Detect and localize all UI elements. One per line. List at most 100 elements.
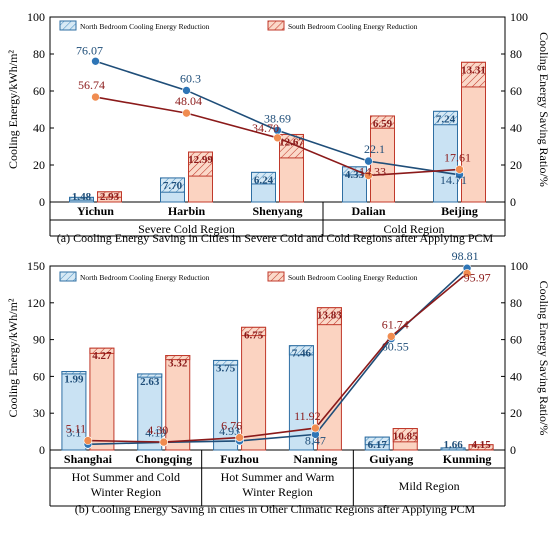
category-label: Nanning	[293, 452, 337, 466]
y2-tick-label: 100	[510, 10, 528, 24]
south-bar	[165, 355, 191, 451]
group-label: Hot Summer and Cold Winter Region	[72, 470, 180, 499]
south-bar-reduction	[165, 355, 191, 361]
y-tick-label: 60	[33, 84, 45, 98]
south-bar-label: 13.31	[461, 64, 486, 76]
north-bar-reduction	[440, 447, 466, 451]
y2-tick-label: 20	[510, 158, 522, 172]
legend-label-south: South Bedroom Cooling Energy Reduction	[288, 273, 418, 282]
ratio-label: 48.04	[175, 94, 202, 108]
y2-tick-label: 100	[510, 259, 528, 273]
ratio-point	[91, 92, 100, 102]
y-tick-label: 0	[39, 195, 45, 209]
north-bar-reduction	[433, 110, 458, 126]
ratio-label: 8.47	[305, 433, 326, 447]
ratio-label: 60.3	[180, 71, 201, 85]
y-tick-label: 100	[27, 10, 45, 24]
legend-label-south: South Bedroom Cooling Energy Reduction	[288, 22, 418, 31]
south-bar-reduction	[316, 307, 342, 326]
ratio-point	[91, 56, 100, 66]
ratio-point	[364, 156, 373, 166]
y2-tick-label: 80	[510, 47, 522, 61]
y-tick-label: 90	[33, 333, 45, 347]
y2-tick-label: 60	[510, 84, 522, 98]
south-bar	[89, 347, 115, 451]
north-bar-label: 1.66	[443, 439, 463, 451]
ratio-label: 3.1	[66, 425, 81, 439]
north-bar-reduction	[137, 373, 163, 378]
ratio-label: 76.07	[76, 43, 103, 57]
south-bar-reduction	[392, 428, 418, 443]
legend: North Bedroom Cooling Energy Reduction So…	[59, 271, 418, 282]
y-tick-label: 60	[33, 369, 45, 383]
north-bar-reduction	[160, 177, 185, 193]
legend-label-north: North Bedroom Cooling Energy Reduction	[80, 22, 210, 31]
north-bar-label: 1.48	[72, 191, 92, 203]
ratio-label: 14.71	[440, 173, 467, 187]
group-label: Severe Cold Region	[138, 222, 235, 236]
north-bar-label: 3.75	[216, 362, 236, 374]
y-tick-label: 120	[27, 296, 45, 310]
north-bar-reduction	[364, 436, 390, 446]
y2-axis-title: Cooling Energy Saving Ratio/%	[537, 32, 550, 187]
ratio-point	[455, 165, 464, 174]
group-label: Mild Region	[399, 479, 460, 493]
ratio-point	[83, 436, 93, 445]
chart-caption: (b) Cooling Energy Saving in cities in O…	[75, 502, 476, 516]
y-tick-label: 30	[33, 406, 45, 420]
y-tick-label: 0	[39, 443, 45, 457]
group-label: Cold Region	[383, 222, 444, 236]
ratio-label: 11.92	[294, 409, 321, 423]
ratio-label: 14.33	[359, 164, 386, 178]
north-bar	[433, 110, 458, 203]
category-label: Harbin	[168, 204, 206, 218]
y-tick-label: 150	[27, 259, 45, 273]
south-bar-label: 12.99	[188, 154, 213, 166]
chart-caption: (a) Cooling Energy Saving in Cities in S…	[57, 231, 494, 245]
legend-label-north: North Bedroom Cooling Energy Reduction	[80, 273, 210, 282]
south-bar	[241, 326, 267, 451]
south-bar-reduction	[97, 191, 122, 198]
south-bar	[316, 307, 342, 451]
ratio-label: 56.74	[78, 78, 105, 92]
south-bar-label: 6.59	[373, 118, 393, 130]
y-tick-label: 80	[33, 47, 45, 61]
north-bar-label: 7.46	[292, 348, 312, 360]
ratio-label: 61.74	[382, 317, 409, 331]
ratio-label: 4.93	[219, 424, 240, 438]
north-bar-label: 6.17	[368, 439, 388, 451]
ratio-point	[462, 269, 472, 278]
north-bar-label: 7.70	[163, 180, 183, 192]
ratio-label: 38.69	[264, 111, 291, 125]
legend-swatch-north	[59, 20, 77, 31]
south-bar-label: 2.93	[100, 191, 120, 203]
ratio-point	[182, 108, 191, 118]
ratio-label: 34.70	[252, 121, 279, 135]
ratio-label: 6.76	[221, 419, 242, 433]
south-bar-label: 13.83	[317, 310, 342, 322]
category-label: Shanghai	[64, 452, 113, 466]
group-label: Hot Summer and Warm Winter Region	[221, 470, 335, 499]
north-bar-label: 1.99	[64, 373, 84, 385]
ratio-point	[182, 86, 191, 95]
south-bar-reduction	[241, 326, 267, 337]
north-bar	[213, 359, 239, 451]
y-axis-title: Cooling Energy/kWh/m²	[6, 298, 20, 417]
ratio-label: 4.19	[145, 425, 166, 439]
category-label: Shenyang	[252, 204, 302, 218]
north-bar-reduction	[61, 370, 87, 375]
north-bar	[61, 370, 87, 451]
south-bar-reduction	[89, 347, 115, 354]
north-bar-label: 7.24	[436, 113, 456, 125]
y2-tick-label: 20	[510, 406, 522, 420]
y2-tick-label: 80	[510, 296, 522, 310]
ratio-point	[235, 433, 244, 442]
category-label: Dalian	[351, 204, 385, 218]
category-label: Fuzhou	[220, 452, 259, 466]
y2-tick-label: 60	[510, 333, 522, 347]
south-bar-label: 6.75	[244, 329, 264, 341]
ratio-label: 60.55	[382, 340, 409, 354]
y2-tick-label: 0	[510, 443, 516, 457]
north-bar-label: 6.24	[254, 174, 274, 186]
